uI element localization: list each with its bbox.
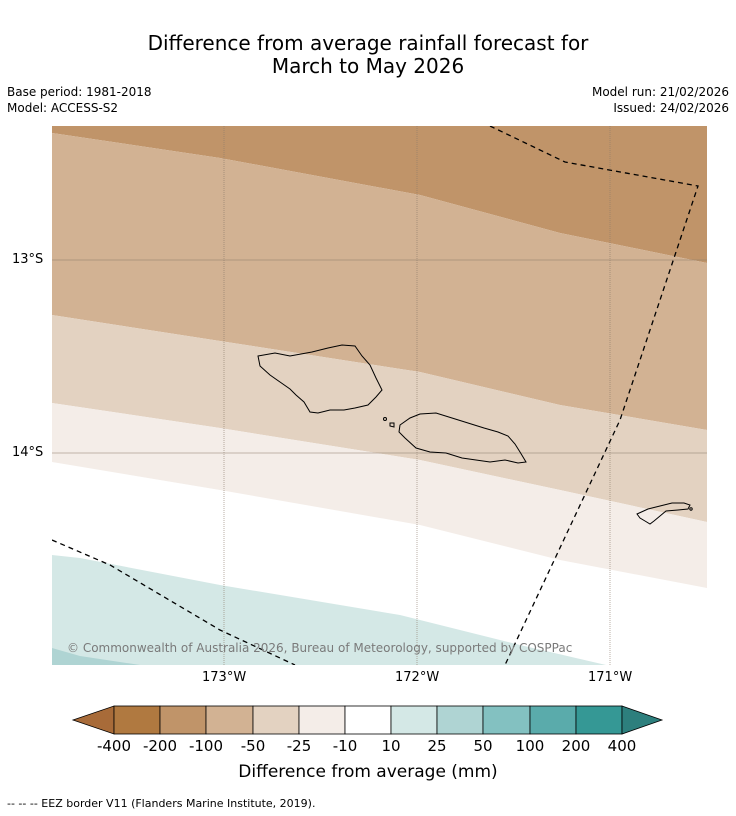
colorbar-tick: 50 (473, 737, 493, 755)
band-minus-200 (52, 126, 707, 263)
colorbar-tick: 400 (607, 737, 637, 755)
colorbar-tick: -25 (286, 737, 312, 755)
colorbar-title: Difference from average (mm) (238, 762, 498, 782)
islet-1 (383, 417, 387, 421)
colorbar-tick: -50 (240, 737, 266, 755)
lat-label-13s: 13°S (12, 252, 44, 267)
coastlines (257, 344, 693, 525)
colorbar-extend-high (621, 705, 664, 735)
colorbar-tick: 10 (381, 737, 401, 755)
colorbar-cell (436, 705, 484, 735)
colorbar (71, 705, 664, 735)
colorbar-extend-low (71, 705, 115, 735)
lon-label-171w: 171°W (588, 670, 633, 685)
lat-label-14s: 14°S (12, 445, 44, 460)
colorbar-cell (113, 705, 161, 735)
map-title-line2: March to May 2026 (271, 54, 465, 78)
lon-label-172w: 172°W (395, 670, 440, 685)
map-title-line1: Difference from average rainfall forecas… (147, 31, 589, 55)
model-run: Model run: 21/02/2026 (591, 85, 729, 99)
islet-3 (689, 507, 693, 511)
colorbar-cell (205, 705, 254, 735)
eez-footnote: -- -- -- EEZ border V11 (Flanders Marine… (7, 797, 316, 810)
model-name: Model: ACCESS-S2 (7, 101, 119, 115)
band-plus-10 (52, 555, 606, 665)
colorbar-cell (159, 705, 207, 735)
band-minus-50 (52, 315, 707, 522)
colorbar-cell (529, 705, 577, 735)
tutuila-island (636, 502, 691, 525)
lon-label-173w: 173°W (202, 670, 247, 685)
colorbar-tick: -400 (96, 737, 132, 755)
eez-border (52, 126, 699, 665)
colorbar-cell (575, 705, 623, 735)
copyright-notice: © Commonwealth of Australia 2026, Bureau… (67, 641, 573, 655)
colorbar-cell (390, 705, 438, 735)
colorbar-tick: -10 (332, 737, 358, 755)
colorbar-tick: 200 (561, 737, 591, 755)
colorbar-cell (252, 705, 300, 735)
band-minus-100 (52, 133, 707, 430)
upolu-island (398, 412, 527, 464)
colorbar-tick: 100 (515, 737, 545, 755)
issued-date: Issued: 24/02/2026 (613, 101, 729, 115)
base-period: Base period: 1981-2018 (7, 85, 152, 99)
colorbar-tick: -100 (188, 737, 224, 755)
colorbar-cell (298, 705, 346, 735)
savaii-island (257, 344, 383, 414)
colorbar-tick: -200 (142, 737, 178, 755)
colorbar-cell (482, 705, 531, 735)
band-minus-25 (52, 403, 707, 588)
graticule (52, 126, 707, 665)
colorbar-tick: 25 (427, 737, 447, 755)
islet-2 (389, 422, 395, 428)
colorbar-cell (344, 705, 392, 735)
band-plus-25 (52, 648, 140, 665)
